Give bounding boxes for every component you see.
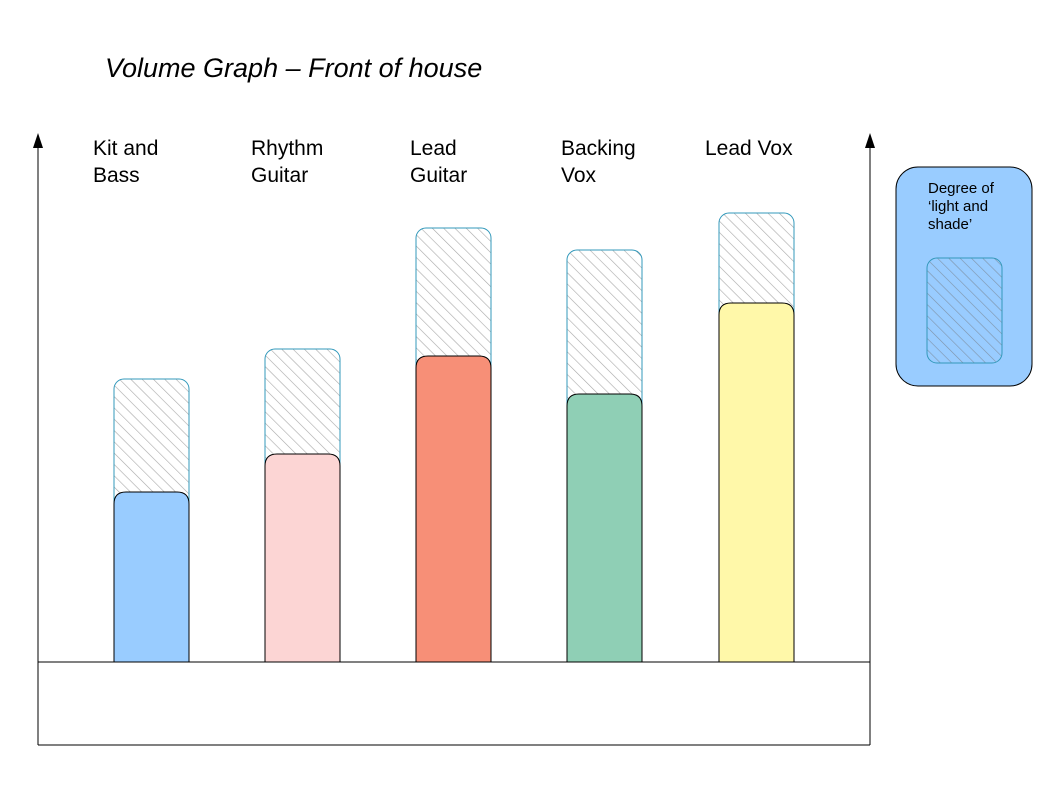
chart-title: Volume Graph – Front of house xyxy=(105,53,482,83)
category-label-3: Backing Vox xyxy=(561,137,636,187)
range-bar-3 xyxy=(566,249,643,415)
legend: Degree of ‘light and shade’ xyxy=(895,166,1033,387)
legend-swatch xyxy=(926,257,1003,364)
base-bar-1 xyxy=(264,453,341,663)
category-label-1: Rhythm Guitar xyxy=(251,137,323,187)
category-label-0: Kit and Bass xyxy=(93,137,158,187)
category-label-2: Lead Guitar xyxy=(410,137,467,187)
bars-group xyxy=(113,212,795,663)
category-label-4: Lead Vox xyxy=(705,137,793,160)
range-bar-2 xyxy=(415,227,492,377)
legend-label: Degree of ‘light and shade’ xyxy=(928,180,995,233)
category-labels: Kit and Bass Rhythm Guitar Lead Guitar Backing… xyxy=(93,137,793,187)
left-axis-arrow-icon xyxy=(33,133,43,148)
right-axis-arrow-icon xyxy=(865,133,875,148)
base-bar-0 xyxy=(113,491,190,663)
base-bar-4 xyxy=(718,302,795,663)
base-bar-2 xyxy=(415,355,492,663)
base-bar-3 xyxy=(566,393,643,663)
